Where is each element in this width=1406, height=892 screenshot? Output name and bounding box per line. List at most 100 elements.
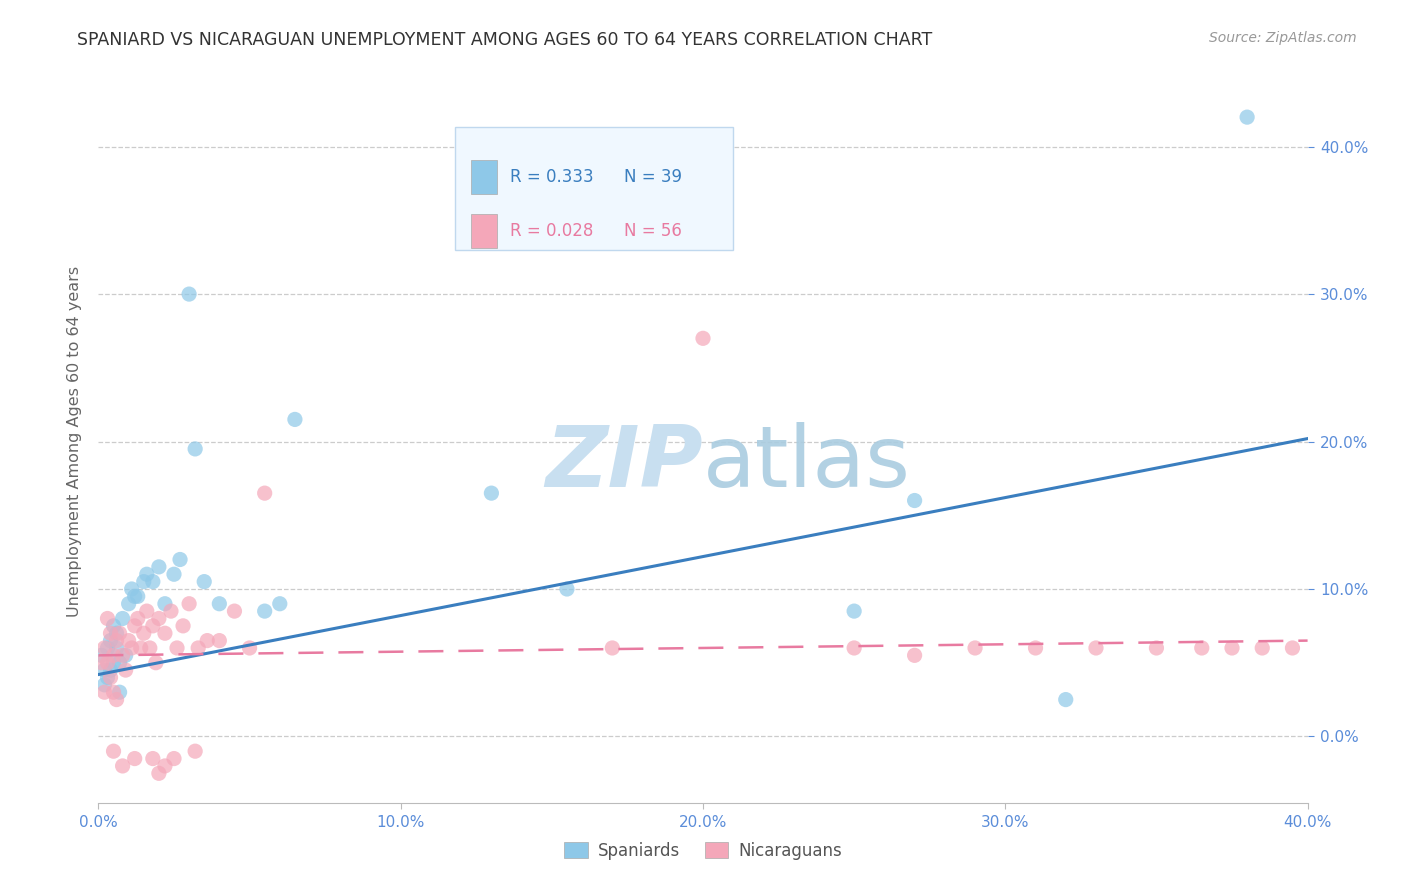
Point (160, 604, 183, 618)
Point (148, 560, 170, 574)
Point (90, 656, 112, 670)
FancyBboxPatch shape (471, 214, 498, 249)
Point (105, 640, 128, 655)
Point (195, 633, 218, 648)
Point (208, 633, 231, 648)
Point (129, 640, 152, 655)
Point (93, 678, 115, 692)
Text: ZIP: ZIP (546, 422, 703, 505)
Text: N = 56: N = 56 (624, 222, 682, 240)
Point (118, 633, 141, 648)
Point (108, 626, 131, 640)
Point (132, 626, 155, 640)
Point (208, 597, 231, 611)
Point (253, 486, 276, 500)
Point (103, 619, 125, 633)
Point (135, 567, 157, 582)
Point (103, 685, 125, 699)
Point (555, 582, 578, 596)
Point (96, 611, 118, 625)
Point (193, 574, 215, 589)
Text: Source: ZipAtlas.com: Source: ZipAtlas.com (1209, 31, 1357, 45)
Point (1024, 640, 1046, 655)
Point (100, 663, 122, 677)
Point (142, 751, 165, 765)
Point (172, 619, 194, 633)
Point (111, 648, 134, 663)
Point (93, 685, 115, 699)
Text: R = 0.333: R = 0.333 (509, 168, 593, 186)
FancyBboxPatch shape (471, 160, 498, 194)
Point (90, 648, 112, 663)
Point (96, 640, 118, 655)
Point (127, 611, 149, 625)
Point (111, 611, 134, 625)
Legend: Spaniards, Nicaraguans: Spaniards, Nicaraguans (558, 836, 848, 867)
Point (114, 648, 136, 663)
Point (1236, 110, 1258, 124)
Point (93, 663, 115, 677)
Point (105, 633, 128, 648)
Point (187, 640, 209, 655)
Point (148, 611, 170, 625)
Point (163, 751, 186, 765)
FancyBboxPatch shape (456, 128, 734, 250)
Point (179, 597, 201, 611)
Point (121, 640, 143, 655)
Point (118, 597, 141, 611)
Point (124, 751, 146, 765)
Text: SPANIARD VS NICARAGUAN UNEMPLOYMENT AMONG AGES 60 TO 64 YEARS CORRELATION CHART: SPANIARD VS NICARAGUAN UNEMPLOYMENT AMON… (77, 31, 932, 49)
Point (284, 412, 307, 426)
Point (169, 552, 191, 566)
Point (124, 590, 146, 604)
Text: atlas: atlas (703, 422, 911, 505)
Point (184, 744, 207, 758)
Point (481, 486, 503, 500)
Point (142, 574, 165, 589)
Point (965, 640, 987, 655)
Point (166, 640, 188, 655)
Text: R = 0.028: R = 0.028 (509, 222, 593, 240)
Point (844, 604, 866, 618)
Point (96, 656, 118, 670)
Point (1085, 640, 1108, 655)
Point (1054, 692, 1077, 706)
Point (139, 640, 162, 655)
Point (103, 656, 125, 670)
Point (100, 626, 122, 640)
Point (145, 656, 167, 670)
Point (153, 759, 176, 773)
Point (105, 692, 128, 706)
Point (121, 582, 143, 596)
Point (124, 619, 146, 633)
Point (108, 685, 131, 699)
Point (127, 590, 149, 604)
Point (602, 640, 624, 655)
Point (153, 597, 176, 611)
Point (108, 656, 131, 670)
Point (142, 619, 165, 633)
Point (1144, 640, 1167, 655)
Point (103, 744, 125, 758)
Point (1220, 640, 1243, 655)
Point (1251, 640, 1274, 655)
Point (96, 670, 118, 684)
Point (253, 604, 276, 618)
Point (692, 331, 714, 345)
Point (224, 604, 246, 618)
Point (105, 626, 128, 640)
Point (179, 287, 201, 301)
Point (904, 648, 927, 663)
Y-axis label: Unemployment Among Ages 60 to 64 years: Unemployment Among Ages 60 to 64 years (67, 266, 83, 617)
Point (184, 442, 207, 456)
Point (239, 640, 262, 655)
Point (904, 493, 927, 508)
Text: N = 39: N = 39 (624, 168, 682, 186)
Point (100, 633, 122, 648)
Point (93, 640, 115, 655)
Point (153, 626, 176, 640)
Point (114, 663, 136, 677)
Point (1191, 640, 1213, 655)
Point (111, 759, 134, 773)
Point (132, 574, 155, 589)
